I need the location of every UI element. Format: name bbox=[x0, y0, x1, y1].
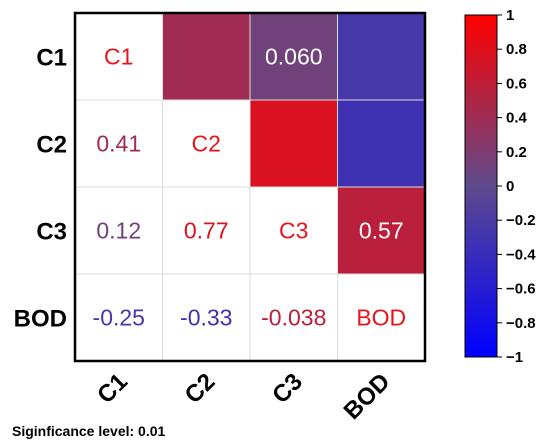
colorbar-tick-label: −0.2 bbox=[506, 212, 536, 229]
heatmap-cell-C1-C3 bbox=[250, 13, 338, 100]
column-label-C1: C1 bbox=[92, 368, 133, 409]
colorbar-gradient bbox=[464, 14, 498, 358]
heatmap-grid bbox=[73, 11, 427, 363]
heatmap-cell-labels: C1 0.060 0.41 C2 0.12 0.77 C3 0.57 -0.25 -0.33 -0.… bbox=[93, 44, 407, 331]
colorbar-tick-label: −1 bbox=[506, 349, 523, 366]
heatmap-cell-C3-C1 bbox=[75, 187, 163, 274]
row-label-C3: C3 bbox=[36, 219, 67, 246]
cell-label-C1-C1: C1 bbox=[104, 44, 133, 70]
cell-label-C2-C1: 0.41 bbox=[96, 131, 141, 157]
colorbar-tick-label: 0 bbox=[506, 178, 514, 195]
row-label-BOD: BOD bbox=[14, 306, 67, 333]
colorbar-tick-label: 0.6 bbox=[506, 75, 527, 92]
heatmap-cell-C2-C3 bbox=[250, 100, 338, 187]
cell-label-BOD-C2: -0.33 bbox=[180, 305, 232, 331]
column-labels: C1 C2 C3 BOD bbox=[92, 368, 395, 425]
cell-label-C3-C1: 0.12 bbox=[96, 218, 141, 244]
heatmap-cell-C2-BOD bbox=[337, 100, 425, 187]
column-label-C2: C2 bbox=[180, 368, 221, 409]
heatmap-border bbox=[73, 11, 427, 363]
colorbar-tick-label: −0.8 bbox=[506, 315, 536, 332]
heatmap-cell-C3-C3 bbox=[250, 187, 338, 274]
cell-label-C3-BOD: 0.57 bbox=[359, 218, 404, 244]
row-label-C1: C1 bbox=[36, 45, 67, 72]
colorbar-tick-label: 0.8 bbox=[506, 41, 527, 58]
heatmap-cell-BOD-C1 bbox=[75, 274, 163, 361]
heatmap-cell-C3-C2 bbox=[162, 187, 250, 274]
heatmap-cell-C2-C1 bbox=[75, 100, 163, 187]
heatmap-cell-BOD-C3 bbox=[250, 274, 338, 361]
cell-label-BOD-BOD: BOD bbox=[356, 305, 406, 331]
row-labels: C1 C2 C3 BOD bbox=[14, 45, 67, 333]
colorbar: 1 0.8 0.6 0.4 0.2 0 −0.2 −0.4 −0.6 −0.8 −1 bbox=[464, 7, 536, 366]
heatmap-cell-C2-C2 bbox=[162, 100, 250, 187]
colorbar-tick-label: 0.2 bbox=[506, 144, 527, 161]
column-label-BOD: BOD bbox=[339, 368, 396, 425]
heatmap-cell-BOD-BOD bbox=[337, 274, 425, 361]
heatmap-cells bbox=[75, 13, 425, 361]
cell-label-C2-C2: C2 bbox=[192, 131, 221, 157]
colorbar-tick-label: 1 bbox=[506, 7, 514, 24]
row-label-C2: C2 bbox=[36, 132, 67, 159]
cell-label-C3-C3: C3 bbox=[279, 218, 308, 244]
cell-label-BOD-C3: -0.038 bbox=[261, 305, 326, 331]
heatmap-cell-C1-C2 bbox=[162, 13, 250, 100]
cell-label-C3-C2: 0.77 bbox=[184, 218, 229, 244]
colorbar-tick-label: 0.4 bbox=[506, 110, 528, 127]
cell-label-C1-C3: 0.060 bbox=[265, 44, 323, 70]
heatmap-cell-C3-BOD bbox=[337, 187, 425, 274]
heatmap-cell-BOD-C2 bbox=[162, 274, 250, 361]
colorbar-tick-label: −0.4 bbox=[506, 246, 536, 263]
heatmap-cell-C1-BOD bbox=[337, 13, 425, 100]
cell-label-BOD-C1: -0.25 bbox=[93, 305, 145, 331]
column-label-C3: C3 bbox=[267, 368, 308, 409]
heatmap-cell-C1-C1 bbox=[75, 13, 163, 100]
significance-footnote: Siginficance level: 0.01 bbox=[12, 423, 166, 439]
colorbar-tick-label: −0.6 bbox=[506, 281, 536, 298]
